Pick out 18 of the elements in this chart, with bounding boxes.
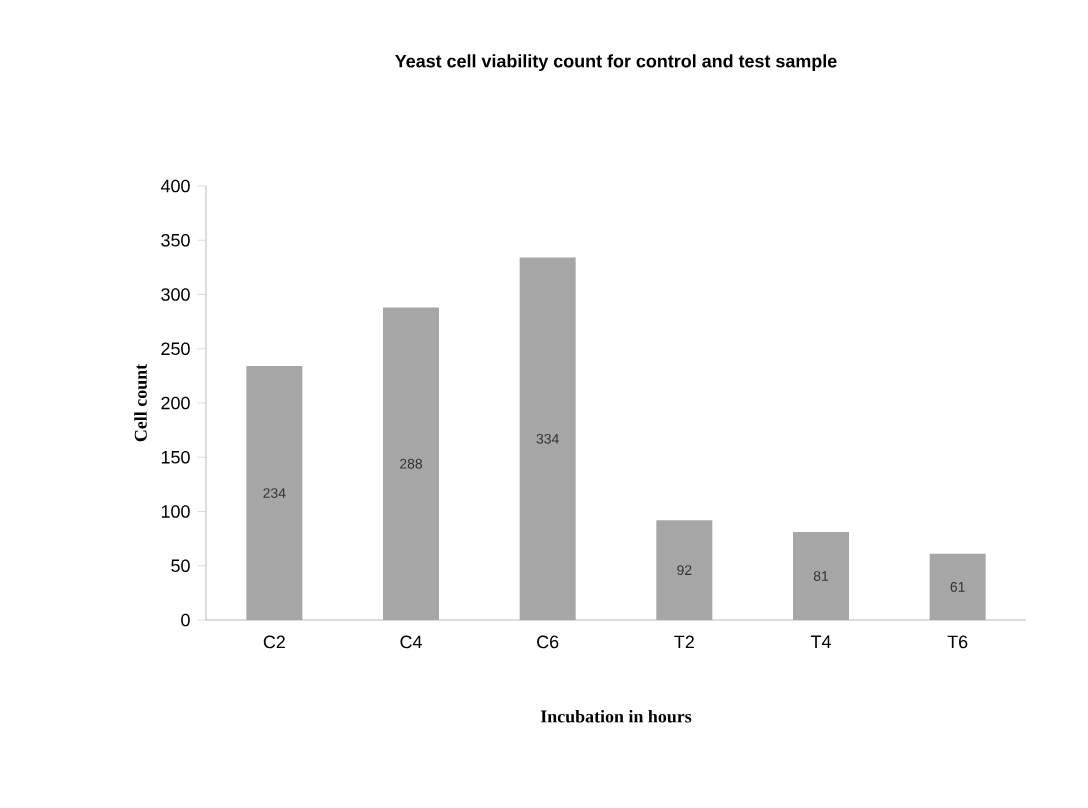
x-tick-label: C6 [537,635,559,649]
y-axis-title: Cell count [134,363,147,442]
y-tick-label: 200 [161,396,190,410]
x-tick-label: C2 [263,635,285,649]
y-tick-label: 0 [181,613,190,627]
y-tick-label: 50 [171,559,190,573]
chart-title: Yeast cell viability count for control and test sample [395,54,837,71]
y-tick-label: 150 [161,450,190,464]
x-tick-label: T4 [810,635,831,648]
y-tick-label: 100 [161,505,190,518]
y-tick-label: 400 [160,179,190,193]
y-tick-label: 250 [161,342,190,356]
x-tick-label: C4 [400,635,422,649]
y-tick-label: 300 [161,288,190,301]
x-tick-label: T6 [947,635,968,649]
y-tick-label: 350 [161,233,190,247]
x-axis-title: Incubation in hours [540,709,692,723]
x-tick-label: T2 [674,635,694,649]
